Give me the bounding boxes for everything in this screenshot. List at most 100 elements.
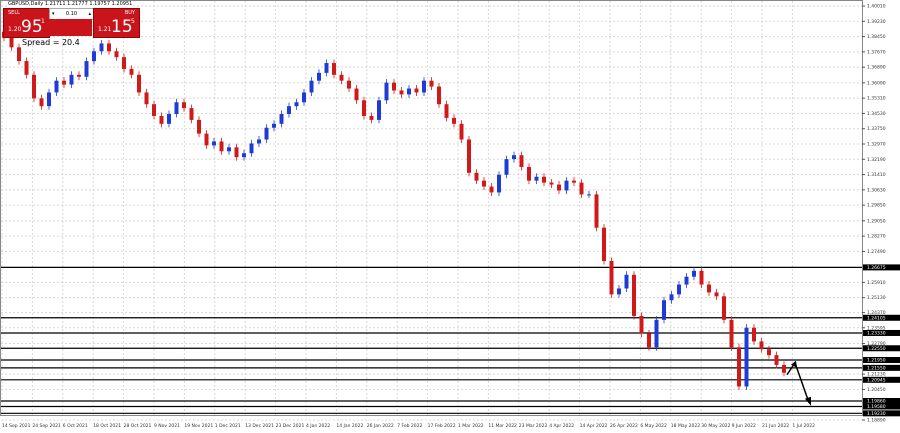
candle	[159, 112, 164, 128]
candle-body	[422, 80, 426, 93]
one-click-trading-panel: SELL 1.20 95 1 ▾ 0.10 ▴ BUY 1.21 15 5	[3, 8, 140, 38]
candle-body	[242, 153, 246, 158]
candle	[114, 47, 119, 61]
candle-body	[782, 364, 786, 373]
candle-body	[99, 43, 104, 52]
y-tick-label: 1.37670	[867, 49, 886, 55]
level-price-tag	[863, 364, 900, 371]
candle	[92, 47, 96, 65]
x-tick-label: 23 Mar 2022	[519, 423, 548, 429]
candle	[467, 135, 471, 177]
candle-body	[332, 63, 336, 75]
y-tick-label: 1.35310	[867, 96, 886, 102]
candle	[692, 267, 696, 281]
candle-body	[759, 341, 764, 350]
candle-body	[227, 147, 231, 152]
candle-body	[662, 300, 666, 320]
candle	[129, 65, 134, 79]
candle-body	[197, 119, 201, 134]
x-tick-label: 19 Nov 2021	[184, 423, 213, 429]
candle-body	[482, 180, 486, 187]
sell-price-big: 95	[21, 17, 43, 37]
x-tick-label: 1 Jul 2022	[792, 423, 815, 429]
candle-body	[399, 90, 404, 95]
candle	[557, 181, 561, 194]
candle-body	[587, 194, 591, 196]
x-tick-label: 14 Jan 2022	[336, 423, 363, 429]
candle-body	[287, 106, 291, 115]
sell-price-prefix: 1.20	[8, 26, 22, 33]
sell-button[interactable]: SELL 1.20 95 1	[3, 8, 50, 38]
candle	[47, 88, 51, 110]
candle	[594, 190, 599, 232]
candle	[774, 351, 779, 369]
y-tick-label: 1.32190	[867, 157, 886, 163]
candle-body	[249, 143, 254, 154]
candle-body	[737, 347, 741, 387]
candle	[324, 59, 329, 77]
candle	[317, 69, 321, 85]
candle	[699, 267, 704, 289]
x-tick-label: 30 May 2022	[701, 423, 730, 429]
candle	[542, 173, 546, 187]
candle-body	[62, 80, 66, 85]
candle	[654, 316, 659, 351]
candle	[24, 57, 29, 79]
candle-body	[24, 61, 29, 75]
candle	[752, 324, 756, 345]
candle	[287, 102, 291, 118]
candle-body	[39, 98, 44, 107]
candle-body	[392, 82, 396, 91]
x-tick-label: 1 Dec 2021	[215, 423, 241, 429]
candle-body	[77, 74, 81, 77]
candle-body	[512, 155, 516, 160]
candle	[707, 281, 711, 296]
x-tick-label: 14 Sep 2021	[2, 423, 31, 429]
candle-body	[47, 92, 51, 107]
candle	[332, 59, 336, 79]
candle	[227, 143, 231, 155]
x-tick-label: 6 Oct 2021	[63, 423, 88, 429]
candle	[39, 94, 44, 110]
candle-body	[377, 100, 381, 120]
candle	[189, 104, 194, 124]
candle-body	[407, 88, 411, 95]
candle	[459, 120, 464, 144]
candle	[62, 77, 66, 89]
level-price-label: 1.26675	[867, 265, 886, 271]
candle	[347, 77, 351, 93]
lot-decrease-icon[interactable]: ▾	[52, 11, 55, 17]
lot-increase-icon[interactable]: ▴	[88, 11, 91, 17]
level-price-label: 1.20945	[867, 377, 886, 383]
buy-button[interactable]: BUY 1.21 15 5	[93, 8, 140, 38]
candle	[422, 77, 426, 96]
candle-body	[654, 319, 659, 348]
candle-body	[294, 102, 299, 107]
candle	[17, 43, 21, 65]
candle	[84, 57, 89, 81]
candle	[737, 343, 741, 391]
candle	[174, 98, 179, 118]
y-tick-label: 1.38450	[867, 34, 886, 40]
candle-body	[467, 139, 471, 173]
candle-body	[579, 182, 584, 195]
candle	[414, 84, 419, 96]
candle	[309, 77, 314, 96]
candle	[587, 190, 591, 198]
buy-label: BUY	[124, 10, 135, 16]
candle	[504, 155, 509, 179]
candle	[204, 130, 209, 149]
x-tick-label: 13 Dec 2021	[245, 423, 274, 429]
candle	[249, 139, 254, 157]
candle	[579, 179, 584, 198]
y-tick-label: 1.29850	[867, 203, 886, 209]
candle-body	[527, 166, 531, 181]
lot-value: 0.10	[65, 11, 78, 17]
candle-body	[519, 155, 524, 167]
x-tick-label: 18 May 2022	[671, 423, 700, 429]
candle-body	[219, 141, 224, 152]
candle-body	[602, 227, 606, 262]
x-tick-label: 21 Jun 2022	[762, 423, 789, 429]
y-tick-label: 1.24370	[867, 310, 886, 316]
